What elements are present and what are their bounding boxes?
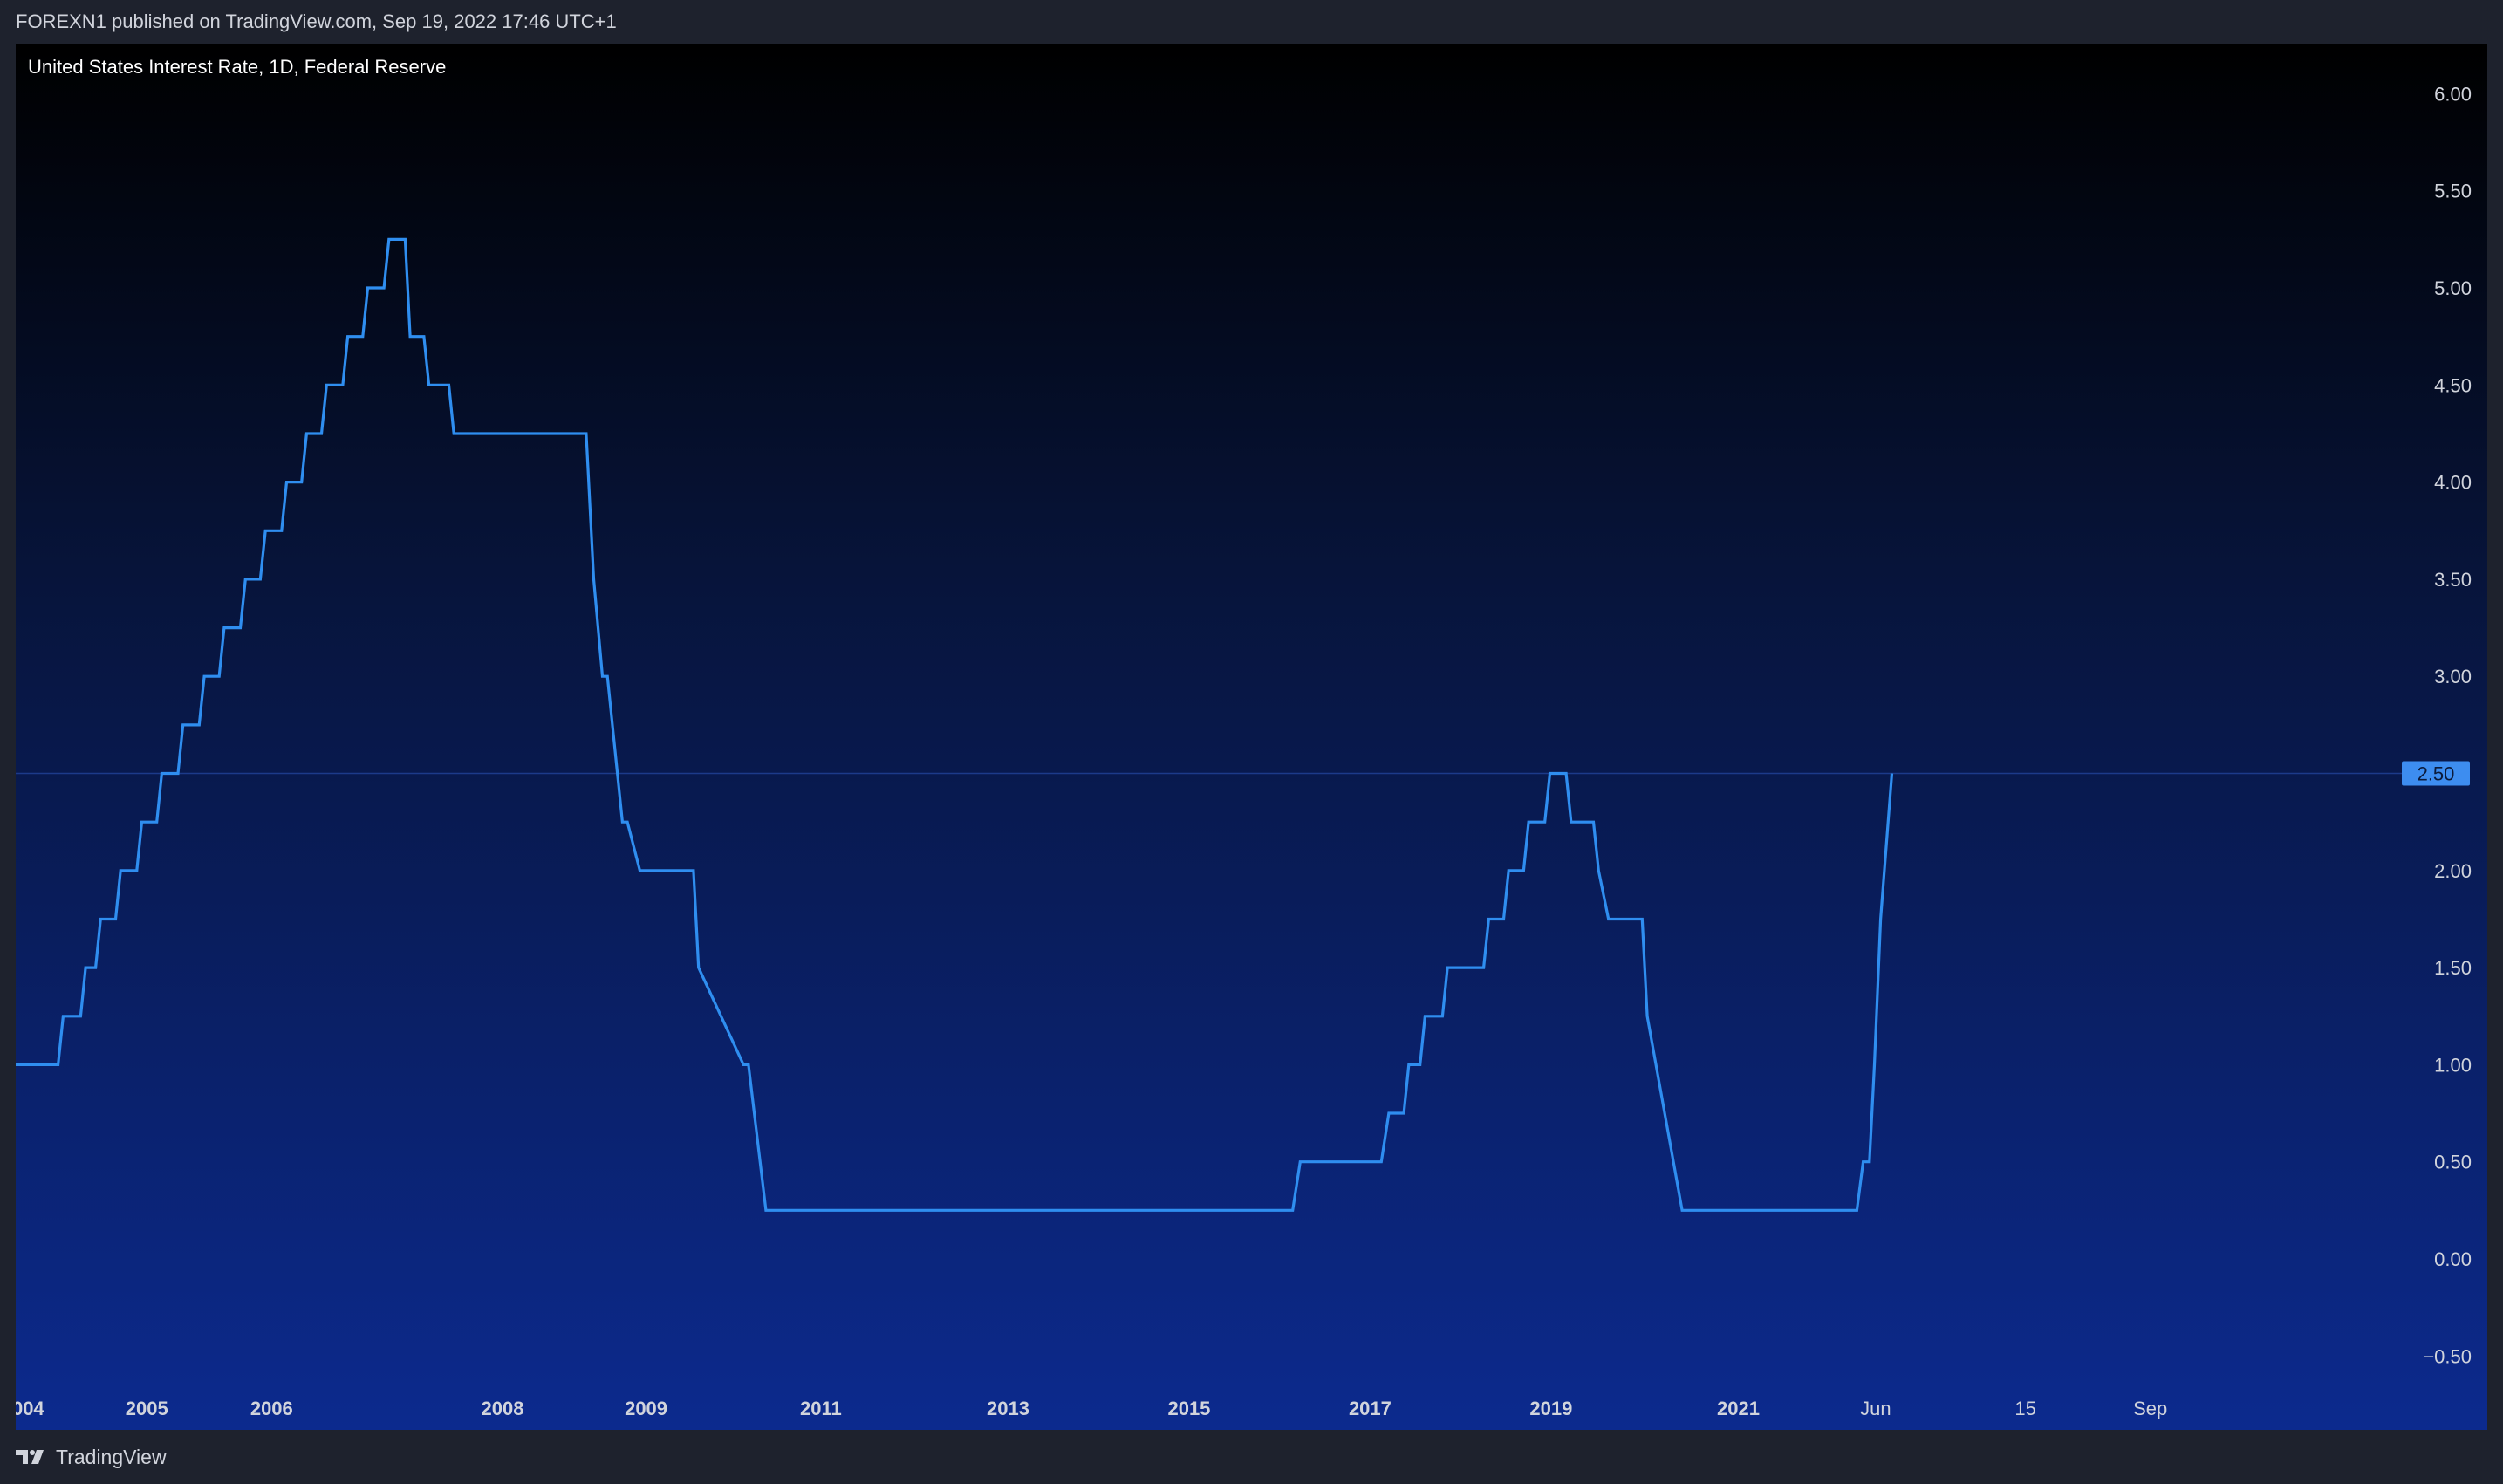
y-tick-label: 1.50 <box>2434 957 2472 979</box>
y-tick-label: 4.50 <box>2434 374 2472 396</box>
y-tick-label: 5.00 <box>2434 277 2472 299</box>
x-tick-label: 2005 <box>126 1398 168 1419</box>
x-tick-label: 2011 <box>800 1398 842 1419</box>
publish-info: FOREXN1 published on TradingView.com, Se… <box>0 0 2503 44</box>
last-value-label: 2.50 <box>2418 763 2455 785</box>
chart-canvas[interactable]: 6.00 5.50 5.00 4.50 4.00 3.50 3.00 2.00 1.50 1.00… <box>16 44 2487 1430</box>
x-tick-label: 2006 <box>250 1398 293 1419</box>
series-line-0 <box>16 237 1894 1212</box>
x-tick-label: 2008 <box>482 1398 524 1419</box>
y-tick-label: 4.00 <box>2434 472 2472 494</box>
tradingview-logo-icon[interactable] <box>16 1448 49 1466</box>
x-tick-label: Jun <box>1860 1398 1891 1419</box>
x-tick-label: 004 <box>16 1398 44 1419</box>
y-tick-label: 0.00 <box>2434 1248 2472 1270</box>
y-tick-label: 6.00 <box>2434 83 2472 105</box>
last-value-badge <box>2402 761 2470 786</box>
y-tick-label: 0.50 <box>2434 1152 2472 1173</box>
x-tick-label: 2019 <box>1529 1398 1572 1419</box>
footer-brand[interactable]: TradingView <box>56 1445 167 1468</box>
y-tick-label: 3.50 <box>2434 569 2472 591</box>
y-tick-label: 2.00 <box>2434 860 2472 882</box>
y-tick-label: 5.50 <box>2434 181 2472 202</box>
chart-legend-title: United States Interest Rate, 1D, Federal… <box>28 56 447 78</box>
footer: TradingView <box>0 1430 2503 1484</box>
y-tick-label: −0.50 <box>2423 1345 2472 1367</box>
publish-info-text: FOREXN1 published on TradingView.com, Se… <box>16 10 617 32</box>
x-tick-label: 2021 <box>1717 1398 1760 1419</box>
x-tick-label: 2013 <box>987 1398 1029 1419</box>
x-tick-label: 2017 <box>1349 1398 1392 1419</box>
chart-panel[interactable]: 6.00 5.50 5.00 4.50 4.00 3.50 3.00 2.00 1.50 1.00… <box>16 44 2487 1430</box>
x-tick-label: 15 <box>2014 1398 2035 1419</box>
x-tick-label: 2015 <box>1167 1398 1210 1419</box>
y-tick-label: 1.00 <box>2434 1054 2472 1076</box>
x-tick-label: 2009 <box>625 1398 667 1419</box>
y-tick-label: 3.00 <box>2434 666 2472 687</box>
x-tick-label: Sep <box>2133 1398 2167 1419</box>
